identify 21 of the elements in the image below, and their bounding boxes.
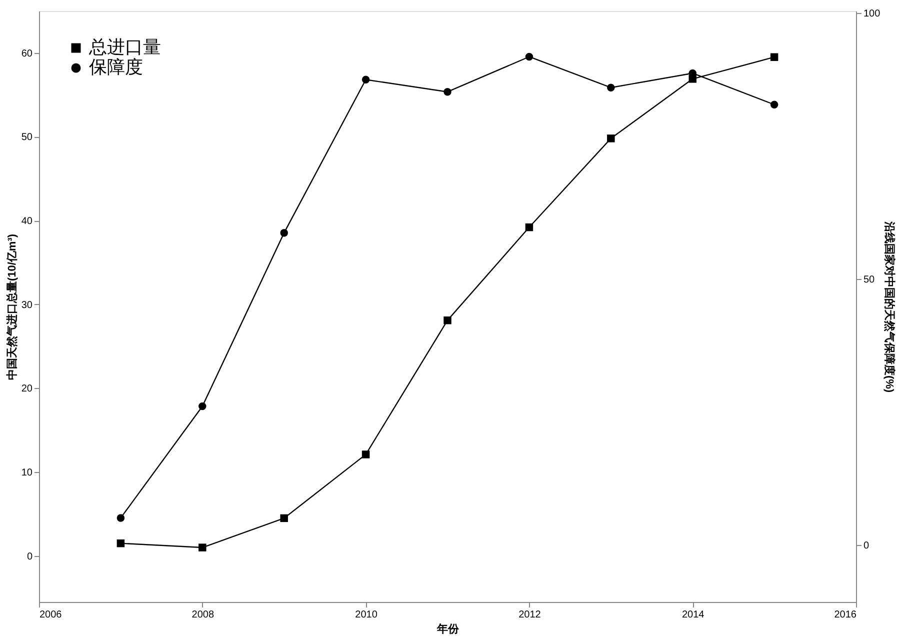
x-tick-label: 2010: [355, 610, 378, 620]
legend-label: 总进口量: [88, 37, 161, 57]
legend-label: 保障度: [89, 57, 143, 77]
y2-tick-label: 0: [864, 540, 870, 552]
x-axis-title: 年份: [436, 622, 460, 636]
y-tick-label: 40: [21, 216, 33, 228]
y2-axis-title: 沿线国家对中国的天然气保障度(%): [883, 220, 896, 393]
x-tick-label: 2012: [518, 610, 542, 620]
y2-tick-label: 50: [864, 274, 876, 286]
x-tick-label: 2006: [40, 610, 62, 620]
x-tick-label: 2008: [192, 610, 214, 620]
y-tick-label: 60: [21, 48, 33, 60]
x-tick-label: 2014: [682, 610, 705, 620]
y-tick-label: 50: [21, 132, 33, 144]
x-tick-label: 2016: [834, 610, 857, 620]
y-axis-title: 中国天然气进口总量(10/亿m³): [5, 234, 18, 380]
y-tick-label: 30: [21, 300, 33, 311]
y-tick-label: 20: [21, 384, 33, 395]
y2-tick-label: 100: [864, 8, 881, 20]
y-tick-label: 10: [21, 468, 33, 479]
y-tick-label: 0: [26, 551, 33, 562]
